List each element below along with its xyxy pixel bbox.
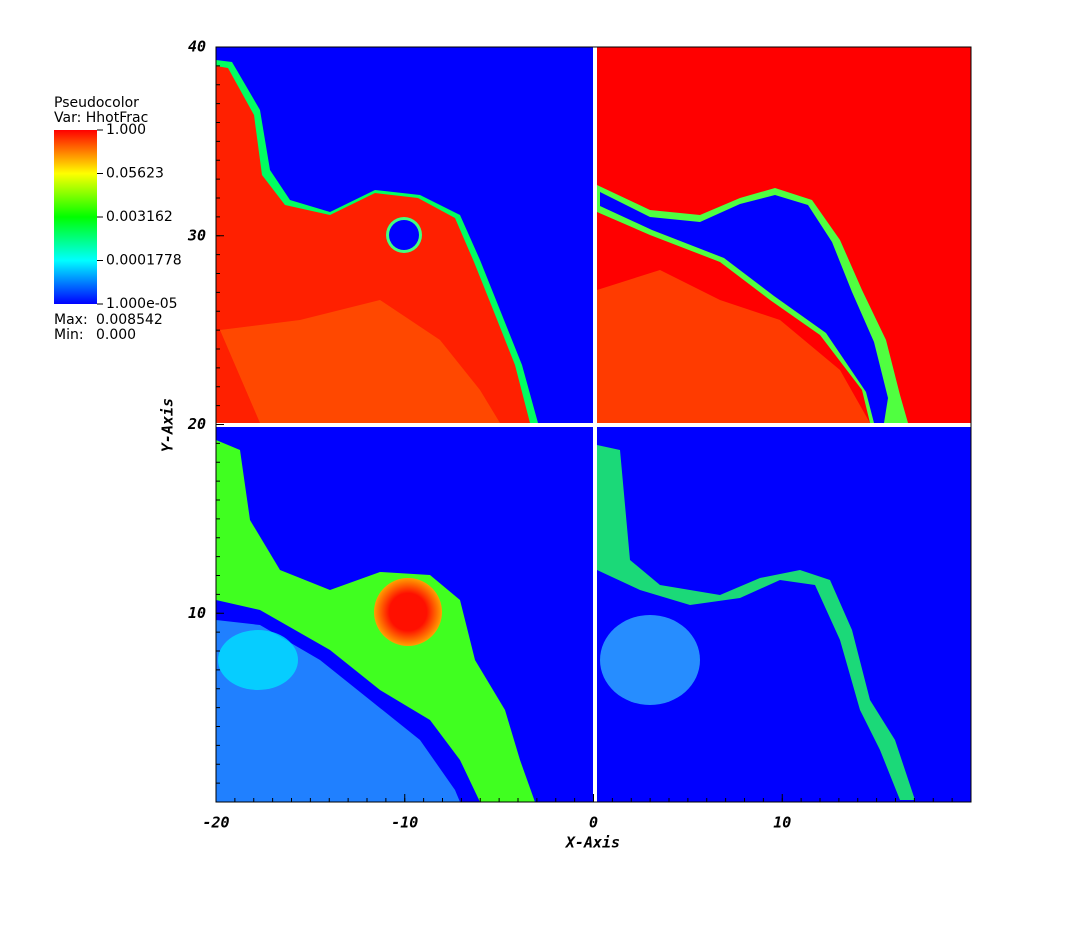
colorbar-tick-label: 0.0001778: [106, 253, 182, 269]
min-value: 0.000: [96, 327, 136, 343]
legend-var: Var: HhotFrac: [54, 110, 148, 126]
colorbar: [54, 130, 97, 304]
x-tick-label: -10: [391, 814, 418, 832]
y-tick-label: 20: [187, 415, 206, 433]
colorbar-tick-label: 1.000e-05: [106, 296, 178, 312]
min-label: Min:: [54, 327, 84, 343]
colorbar-tick-label: 1.000: [106, 122, 146, 138]
legend-title: Pseudocolor: [54, 95, 139, 111]
max-label: Max:: [54, 312, 88, 328]
y-tick-label: 40: [188, 38, 206, 56]
colorbar-tick-label: 0.05623: [106, 166, 164, 182]
y-axis-label: Y-Axis: [159, 398, 177, 452]
x-tick-label: -20: [202, 814, 229, 832]
max-value: 0.008542: [96, 312, 163, 328]
x-tick-label: 0: [589, 814, 598, 832]
x-axis-label: X-Axis: [564, 834, 620, 852]
colorbar-tick-label: 0.003162: [106, 209, 173, 225]
y-tick-label: 10: [188, 604, 206, 622]
x-tick-label: 10: [773, 814, 791, 832]
field-image: [215, 46, 972, 803]
y-tick-label: 30: [187, 226, 206, 244]
